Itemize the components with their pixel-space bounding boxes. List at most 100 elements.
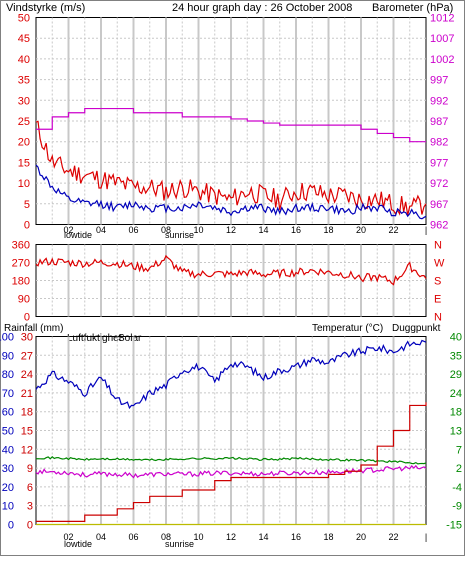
wind-x-tick-label: 18 bbox=[323, 225, 333, 235]
sunrise-marker-2: sunrise bbox=[165, 539, 194, 549]
lowtide-marker-1: lowtide bbox=[64, 230, 92, 240]
humidity-tick-label: 10 bbox=[2, 501, 14, 513]
temperature-tick-label: 13 bbox=[450, 426, 462, 438]
wind-x-tick-label: 06 bbox=[128, 225, 138, 235]
direction-tick-label: 90 bbox=[18, 294, 30, 306]
barometer-y-ticks: 1012 1007 1002 997 992 987 982 977 972 967 962 bbox=[430, 13, 454, 232]
wind-tick-label: 0 bbox=[24, 220, 30, 232]
temperature-tick-label: 35 bbox=[450, 350, 462, 362]
barometer-tick-label: 1002 bbox=[430, 54, 454, 66]
wind-x-tick-label: 04 bbox=[96, 225, 106, 235]
rainfall-axis-label: Rainfall (mm) bbox=[4, 323, 63, 334]
wind-tick-label: 15 bbox=[18, 157, 30, 169]
rain-tick-label: 18 bbox=[21, 407, 33, 419]
temperature-tick-label: 29 bbox=[450, 369, 462, 381]
rain-x-ticks: 02 04 06 08 10 12 14 16 18 20 22 | bbox=[63, 532, 427, 542]
wind-tick-label: 40 bbox=[18, 54, 30, 66]
direction-y-ticks: 360 270 180 90 0 bbox=[12, 240, 30, 324]
compass-tick-label: S bbox=[434, 276, 441, 288]
wind-tick-label: 20 bbox=[18, 137, 30, 149]
rain-tick-label: 0 bbox=[27, 520, 33, 532]
temperature-y-ticks: 40 35 29 24 18 13 7 2 -4 -9 -15 bbox=[446, 332, 462, 532]
rain-x-tick-label: 10 bbox=[193, 532, 203, 542]
wind-tick-label: 50 bbox=[18, 13, 30, 25]
wind-x-tick-label: 10 bbox=[193, 225, 203, 235]
rain-x-tick-label: 06 bbox=[128, 532, 138, 542]
rain-x-tick-label: 18 bbox=[323, 532, 333, 542]
rain-series bbox=[35, 339, 427, 526]
humidity-tick-label: 70 bbox=[2, 388, 14, 400]
rain-x-tick-label: 14 bbox=[258, 532, 268, 542]
rain-tick-label: 30 bbox=[21, 332, 33, 344]
barometer-tick-label: 977 bbox=[430, 157, 448, 169]
wind-grid bbox=[36, 17, 426, 225]
humidity-tick-label: 30 bbox=[2, 463, 14, 475]
rainfall-line bbox=[36, 402, 427, 522]
sunrise-marker-1: sunrise bbox=[165, 230, 194, 240]
compass-tick-label: N bbox=[434, 312, 442, 324]
rain-humidity-temp-panel: Rainfall (mm) Luftfuktighet Solar Temper… bbox=[0, 323, 462, 549]
wind-tick-label: 5 bbox=[24, 199, 30, 211]
rain-x-tick-label: 02 bbox=[63, 532, 73, 542]
rain-x-tick-label: | bbox=[425, 532, 427, 542]
temperature-tick-label: 40 bbox=[450, 332, 462, 344]
wind-series bbox=[35, 107, 427, 220]
barometer-tick-label: 1012 bbox=[430, 13, 454, 25]
wind-x-tick-label: 20 bbox=[356, 225, 366, 235]
wind-x-tick-label: 08 bbox=[161, 225, 171, 235]
barometer-line bbox=[36, 107, 426, 143]
wind-tick-label: 45 bbox=[18, 33, 30, 45]
temperature-tick-label: -4 bbox=[452, 482, 462, 494]
direction-grid bbox=[36, 244, 426, 317]
lowtide-marker-2: lowtide bbox=[64, 539, 92, 549]
wind-x-tick-label: 16 bbox=[291, 225, 301, 235]
humidity-tick-label: 60 bbox=[2, 407, 14, 419]
rain-tick-label: 6 bbox=[27, 482, 33, 494]
wind-x-tick-label: 22 bbox=[388, 225, 398, 235]
humidity-tick-label: 20 bbox=[2, 482, 14, 494]
wind-tick-label: 35 bbox=[18, 75, 30, 87]
temperature-line bbox=[35, 456, 427, 465]
wind-line bbox=[35, 120, 427, 216]
rain-tick-label: 15 bbox=[21, 426, 33, 438]
direction-tick-label: 180 bbox=[12, 276, 30, 288]
rain-tick-label: 3 bbox=[27, 501, 33, 513]
chart-title: 24 hour graph day : 26 October 2008 bbox=[172, 2, 352, 14]
rain-x-tick-label: 22 bbox=[388, 532, 398, 542]
rain-tick-label: 12 bbox=[21, 444, 33, 456]
barometer-tick-label: 962 bbox=[430, 220, 448, 232]
humidity-axis-label: Luftfuktighet bbox=[67, 333, 122, 344]
humidity-tick-label: 100 bbox=[0, 332, 14, 344]
rain-tick-label: 27 bbox=[21, 350, 33, 362]
humidity-tick-label: 0 bbox=[8, 520, 14, 532]
wind-x-tick-label: 14 bbox=[258, 225, 268, 235]
temperature-tick-label: -9 bbox=[452, 501, 462, 513]
gust-line bbox=[35, 164, 427, 220]
wind-barometer-panel: Vindstyrke (m/s) 24 hour graph day : 26 … bbox=[6, 2, 454, 240]
compass-tick-label: E bbox=[434, 294, 441, 306]
wind-x-tick-label: 12 bbox=[226, 225, 236, 235]
humidity-tick-label: 90 bbox=[2, 350, 14, 362]
wind-x-tick-label: 02 bbox=[63, 225, 73, 235]
direction-line bbox=[35, 254, 427, 286]
rain-tick-label: 24 bbox=[21, 369, 33, 381]
temperature-tick-label: 24 bbox=[450, 388, 462, 400]
barometer-tick-label: 992 bbox=[430, 95, 448, 107]
temperature-tick-label: -15 bbox=[446, 520, 462, 532]
humidity-y-ticks: 1009080706050403020100 bbox=[0, 332, 14, 532]
rain-x-tick-label: 12 bbox=[226, 532, 236, 542]
temperature-axis-label: Temperatur (°C) bbox=[312, 323, 383, 334]
barometer-tick-label: 967 bbox=[430, 199, 448, 211]
barometer-tick-label: 1007 bbox=[430, 33, 454, 45]
wind-tick-label: 10 bbox=[18, 178, 30, 190]
compass-tick-label: N bbox=[434, 240, 442, 252]
barometer-tick-label: 987 bbox=[430, 116, 448, 128]
wind-tick-label: 30 bbox=[18, 95, 30, 107]
temperature-tick-label: 7 bbox=[456, 444, 462, 456]
